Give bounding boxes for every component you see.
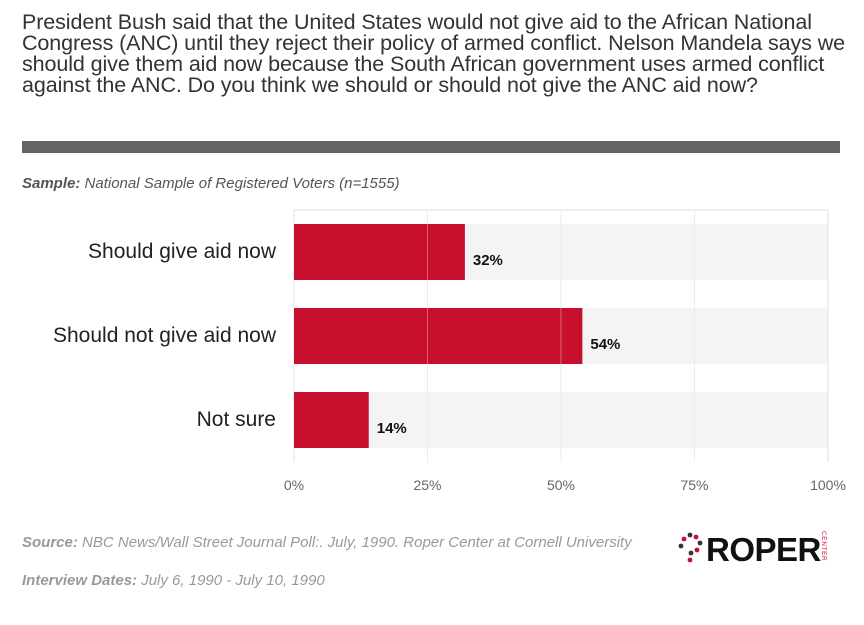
roper-logo: ROPER CENTER xyxy=(678,531,827,568)
category-label: Not sure xyxy=(197,408,276,431)
divider-bar xyxy=(22,141,840,153)
source-line: Source: NBC News/Wall Street Journal Pol… xyxy=(22,535,642,550)
value-label: 14% xyxy=(377,420,407,437)
value-label: 32% xyxy=(473,252,503,269)
question-text: President Bush said that the United Stat… xyxy=(22,10,845,97)
x-tick-label: 50% xyxy=(547,477,575,493)
roper-dots-icon xyxy=(678,532,703,563)
value-label: 54% xyxy=(590,336,620,353)
category-label: Should give aid now xyxy=(88,240,277,263)
x-tick-label: 100% xyxy=(810,477,846,493)
category-label: Should not give aid now xyxy=(53,324,277,347)
roper-logo-text: ROPER xyxy=(706,531,822,568)
roper-logo-side-text: CENTER xyxy=(820,531,827,561)
bar xyxy=(294,392,369,448)
source-label: Source: xyxy=(22,534,78,551)
bar xyxy=(294,308,583,364)
dates-label: Interview Dates: xyxy=(22,572,138,589)
x-tick-label: 75% xyxy=(680,477,708,493)
sample-label: Sample: xyxy=(22,175,81,192)
x-tick-label: 0% xyxy=(284,477,304,493)
dates-text: July 6, 1990 - July 10, 1990 xyxy=(141,572,325,589)
x-tick-label: 25% xyxy=(413,477,441,493)
source-text: NBC News/Wall Street Journal Poll:. July… xyxy=(82,534,632,551)
bar xyxy=(294,224,465,280)
dates-line: Interview Dates: July 6, 1990 - July 10,… xyxy=(22,573,325,588)
sample-line: Sample: National Sample of Registered Vo… xyxy=(22,175,400,192)
bar-chart: Should give aid now 32% Should not give ai… xyxy=(53,209,846,493)
sample-text: National Sample of Registered Voters (n=… xyxy=(84,175,400,192)
